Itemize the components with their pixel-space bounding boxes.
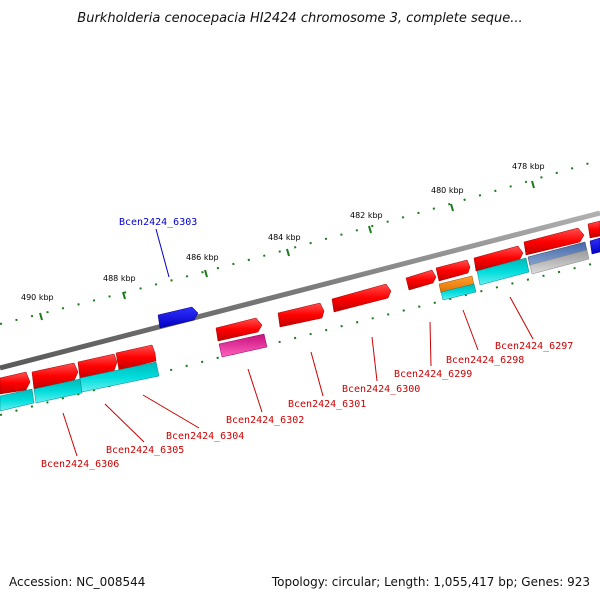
gene-feature[interactable]	[523, 227, 585, 256]
cds-feature-grey[interactable]	[529, 249, 590, 275]
gene-label[interactable]: Bcen2424_6303	[119, 217, 197, 228]
gene-label[interactable]: Bcen2424_6306	[41, 459, 119, 470]
gene-feature[interactable]	[331, 283, 392, 313]
summary-text: Topology: circular; Length: 1,055,417 bp…	[271, 575, 590, 589]
map-title: Burkholderia cenocepacia HI2424 chromoso…	[77, 11, 522, 26]
gene-label[interactable]: Bcen2424_6304	[166, 431, 244, 442]
major-tick	[368, 225, 372, 234]
outer-tick-ring	[0, 159, 600, 325]
gene-feature[interactable]	[277, 302, 325, 328]
gene-feature[interactable]	[77, 353, 118, 380]
major-tick	[450, 203, 454, 212]
gene-feature[interactable]	[0, 371, 31, 395]
gene-label[interactable]: Bcen2424_6298	[446, 355, 524, 366]
gene-feature-blue[interactable]	[589, 237, 600, 255]
gene-feature[interactable]	[587, 220, 600, 239]
gene-feature[interactable]	[405, 269, 437, 291]
chromosome-backbone	[0, 210, 600, 371]
forward-strand-features	[0, 220, 600, 395]
inner-tick-ring	[0, 261, 600, 416]
cds-feature[interactable]	[33, 378, 83, 404]
major-tick	[286, 248, 290, 257]
tick-label: 488 kbp	[103, 274, 136, 283]
tick-label: 490 kbp	[21, 293, 54, 302]
major-tick	[204, 269, 208, 278]
leader-lines	[62, 228, 534, 457]
gene-label[interactable]: Bcen2424_6299	[394, 369, 472, 380]
cds-feature[interactable]	[476, 257, 530, 286]
major-tick	[122, 291, 126, 300]
gene-feature-blue[interactable]	[157, 306, 199, 329]
major-tick	[531, 180, 535, 189]
tick-label: 482 kbp	[350, 211, 383, 220]
gene-label[interactable]: Bcen2424_6300	[342, 384, 420, 395]
gene-label[interactable]: Bcen2424_6301	[288, 399, 366, 410]
accession-text: Accession: NC_008544	[9, 575, 145, 589]
tick-label: 480 kbp	[431, 186, 464, 195]
tick-label: 486 kbp	[186, 253, 219, 262]
cds-feature-magenta[interactable]	[218, 333, 268, 358]
tick-label: 478 kbp	[512, 162, 545, 171]
gene-feature[interactable]	[115, 344, 157, 371]
cds-feature[interactable]	[440, 283, 477, 301]
gene-label[interactable]: Bcen2424_6297	[495, 341, 573, 352]
gene-feature[interactable]	[473, 245, 524, 272]
gene-label[interactable]: Bcen2424_6305	[106, 445, 184, 456]
cds-feature[interactable]	[0, 388, 35, 412]
cds-feature[interactable]	[79, 361, 160, 393]
major-tick	[39, 312, 43, 321]
tick-label: 484 kbp	[268, 233, 301, 242]
gene-feature[interactable]	[215, 317, 263, 342]
gene-labels: Bcen2424_6297 Bcen2424_6298 Bcen2424_629…	[41, 217, 573, 470]
gene-feature[interactable]	[435, 259, 471, 282]
tick-labels: 478 kbp 480 kbp 482 kbp 484 kbp 486 kbp …	[21, 162, 545, 302]
gene-label[interactable]: Bcen2424_6302	[226, 415, 304, 426]
reverse-strand-features	[0, 241, 590, 412]
